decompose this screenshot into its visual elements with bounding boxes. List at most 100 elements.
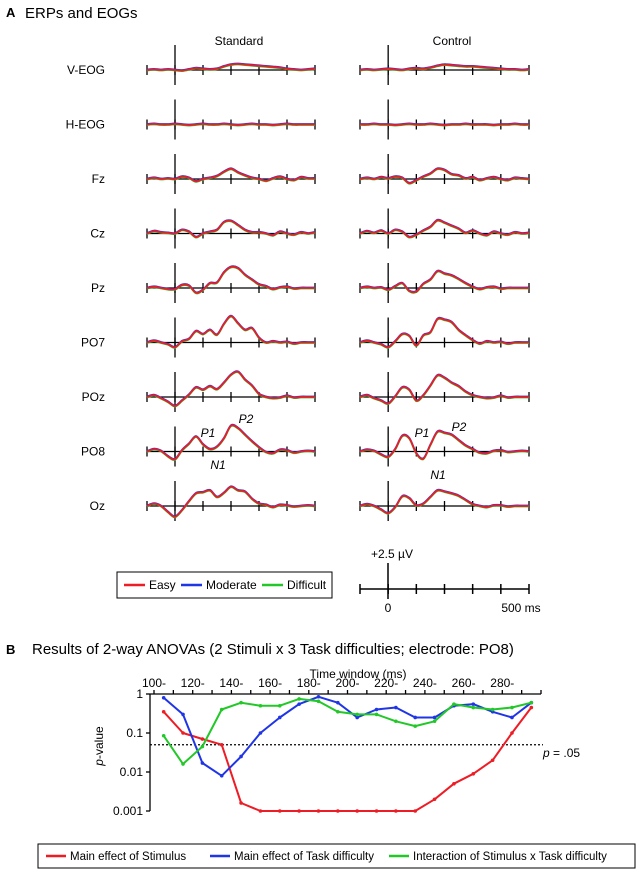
anova-ytick-label-1: 0.1 <box>126 726 143 740</box>
anova-point-main-effect-of-task-difficulty-180 <box>316 694 321 699</box>
electrode-labels: V-EOG H-EOG Fz Cz Pz PO7 POz PO8 Oz <box>66 63 106 513</box>
anova-point-main-effect-of-stimulus-200 <box>355 809 359 813</box>
erp-line-standard-fz-easy <box>146 167 316 183</box>
anova-xtick-label-260: 260- <box>452 676 476 690</box>
scale-bar-500ms-label: 500 ms <box>501 601 540 615</box>
erp-line-control-poz-easy <box>359 374 529 405</box>
electrode-label-v-eog: V-EOG <box>67 63 105 77</box>
erp-line-control-po8-easy <box>359 430 530 460</box>
anova-line-main-effect-of-stimulus <box>162 706 533 812</box>
anova-point-main-effect-of-stimulus-250 <box>452 781 456 786</box>
erp-line-control-pz-easy <box>359 270 529 294</box>
anova-point-interaction-of-stimulus-x-task-difficulty-250 <box>452 702 456 706</box>
anova-point-interaction-of-stimulus-x-task-difficulty-230 <box>413 724 418 728</box>
anova-point-main-effect-of-task-difficulty-100 <box>161 695 166 700</box>
erp-line-control-v-eog-easy <box>359 63 530 71</box>
anova-point-interaction-of-stimulus-x-task-difficulty-290 <box>529 700 534 705</box>
scale-bar-amplitude-label: +2.5 µV <box>371 547 413 561</box>
anova-point-main-effect-of-stimulus-270 <box>490 758 495 763</box>
anova-point-interaction-of-stimulus-x-task-difficulty-200 <box>355 712 359 717</box>
electrode-label-cz: Cz <box>90 227 105 241</box>
erp-line-control-fz-easy <box>359 167 530 185</box>
anova-point-main-effect-of-task-difficulty-130 <box>219 773 224 778</box>
anova-point-main-effect-of-stimulus-150 <box>258 809 263 813</box>
anova-point-main-effect-of-stimulus-240 <box>432 797 437 802</box>
electrode-label-po7: PO7 <box>81 336 105 350</box>
anova-xtick-label-200: 200- <box>335 676 359 690</box>
anova-point-interaction-of-stimulus-x-task-difficulty-140 <box>239 700 243 705</box>
threshold-label: p = .05 <box>542 746 580 760</box>
erp-line-control-cz-easy <box>359 219 530 239</box>
anova-point-interaction-of-stimulus-x-task-difficulty-170 <box>297 697 301 701</box>
anova-point-main-effect-of-stimulus-110 <box>181 731 185 735</box>
erp-line-standard-oz-easy <box>146 485 316 518</box>
anova-legend: Main effect of Stimulus Main effect of T… <box>37 843 636 869</box>
legend-label-stimulus: Main effect of Stimulus <box>70 851 186 863</box>
anova-ytick-label-0: 1 <box>136 687 143 701</box>
anova-point-main-effect-of-stimulus-230 <box>413 809 418 813</box>
anova-point-main-effect-of-task-difficulty-110 <box>181 712 185 717</box>
legend-label-task-difficulty: Main effect of Task difficulty <box>234 851 374 863</box>
anova-xtick-label-180: 180- <box>297 676 321 690</box>
anova-point-interaction-of-stimulus-x-task-difficulty-240 <box>432 719 437 724</box>
erp-line-standard-cz-easy <box>146 219 316 239</box>
legend-label-interaction: Interaction of Stimulus x Task difficult… <box>413 851 607 863</box>
panel-b-title: Results of 2-way ANOVAs (2 Stimuli x 3 T… <box>32 641 514 658</box>
electrode-label-oz: Oz <box>90 499 105 513</box>
scale-bar-ticks <box>359 584 530 594</box>
panel-b-letter: B <box>6 642 15 657</box>
anova-point-main-effect-of-stimulus-210 <box>374 809 379 813</box>
annotation-p2-control: P2 <box>452 420 467 434</box>
anova-point-main-effect-of-stimulus-170 <box>297 809 301 813</box>
anova-point-main-effect-of-stimulus-100 <box>161 709 166 714</box>
col-header-control: Control <box>433 34 472 48</box>
annotation-n1-control: N1 <box>430 468 445 482</box>
anova-point-main-effect-of-task-difficulty-200 <box>355 715 359 720</box>
anova-point-interaction-of-stimulus-x-task-difficulty-110 <box>181 762 185 766</box>
anova-point-interaction-of-stimulus-x-task-difficulty-180 <box>316 699 321 704</box>
erp-line-standard-po7-easy <box>146 315 315 349</box>
legend-label-easy: Easy <box>149 578 176 592</box>
anova-xtick-label-100: 100- <box>142 676 166 690</box>
electrode-label-poz: POz <box>82 390 105 404</box>
annotation-p2-standard: P2 <box>239 412 254 426</box>
anova-point-main-effect-of-stimulus-220 <box>394 809 398 813</box>
col-header-standard: Standard <box>215 34 264 48</box>
anova-point-interaction-of-stimulus-x-task-difficulty-270 <box>490 707 495 712</box>
anova-line-interaction-of-stimulus-x-task-difficulty <box>162 697 532 765</box>
legend-label-difficult: Difficult <box>287 578 327 592</box>
anova-point-main-effect-of-task-difficulty-140 <box>239 754 243 759</box>
anova-legend-box <box>37 843 636 869</box>
erp-line-control-po7-easy <box>359 317 529 349</box>
scale-bar: +2.5 µV 0 500 ms <box>359 547 541 615</box>
panel-b-ylabel: p-value <box>92 726 106 767</box>
panel-a-title: ERPs and EOGs <box>25 5 138 22</box>
anova-xtick-label-160: 160- <box>258 676 282 690</box>
scale-bar-zero-label: 0 <box>385 601 392 615</box>
anova-point-main-effect-of-task-difficulty-230 <box>413 715 418 720</box>
erp-legend-box <box>116 571 333 599</box>
anova-point-main-effect-of-stimulus-120 <box>200 737 205 741</box>
erp-line-control-h-eog-easy <box>359 123 530 126</box>
annotation-n1-standard: N1 <box>210 458 225 472</box>
anova-point-main-effect-of-task-difficulty-150 <box>258 731 263 735</box>
anova-point-interaction-of-stimulus-x-task-difficulty-260 <box>471 705 476 710</box>
anova-point-main-effect-of-stimulus-190 <box>336 809 340 813</box>
erp-line-standard-v-eog-easy <box>146 63 316 72</box>
anova-point-main-effect-of-stimulus-260 <box>471 771 476 776</box>
anova-point-interaction-of-stimulus-x-task-difficulty-120 <box>200 744 205 749</box>
electrode-label-fz: Fz <box>92 172 105 186</box>
anova-point-main-effect-of-task-difficulty-240 <box>432 715 437 720</box>
anova-point-main-effect-of-task-difficulty-190 <box>336 700 340 705</box>
anova-point-interaction-of-stimulus-x-task-difficulty-210 <box>374 712 379 717</box>
erp-traces <box>146 62 530 519</box>
erp-line-standard-h-eog-easy <box>146 123 315 126</box>
anova-point-main-effect-of-task-difficulty-220 <box>394 705 398 710</box>
anova-point-interaction-of-stimulus-x-task-difficulty-220 <box>394 719 398 724</box>
anova-point-main-effect-of-stimulus-130 <box>219 742 224 747</box>
panel-b: B Results of 2-way ANOVAs (2 Stimuli x 3… <box>6 641 636 869</box>
erp-legend: Easy Moderate Difficult <box>116 571 333 599</box>
anova-point-main-effect-of-stimulus-290 <box>529 705 534 710</box>
anova-xtick-label-280: 280- <box>490 676 514 690</box>
annotation-p1-standard: P1 <box>201 426 216 440</box>
